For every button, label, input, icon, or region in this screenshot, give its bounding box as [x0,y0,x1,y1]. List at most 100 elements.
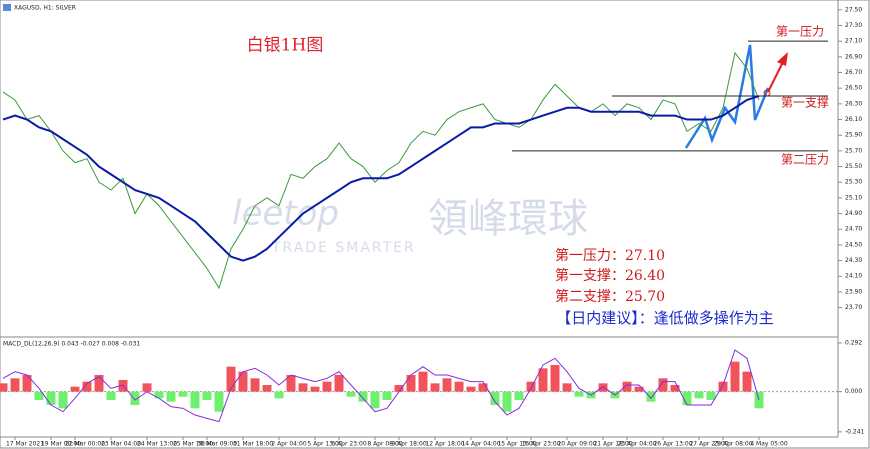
level-label: 第二压力 [781,153,829,167]
macd-bar [406,375,416,392]
level-label: 第一支撑 [781,95,829,110]
macd-bar [358,391,368,402]
macd-bar [274,391,284,399]
macd-bar [22,375,32,392]
arrow-head [777,52,788,66]
note: 第二支撑：25.70 [555,288,665,305]
macd-bar [178,391,188,397]
y-tick-label: 26.70 [845,69,862,76]
macd-bar [574,391,584,397]
macd-bar [106,391,116,400]
macd-bar [430,383,440,392]
macd-bar [214,391,224,412]
macd-bar [166,391,176,402]
symbol-icon [3,4,11,11]
projection-arrow [767,61,784,93]
macd-bar [538,368,548,392]
macd-bar [70,386,80,392]
projection-path [684,44,770,149]
macd-bar [46,391,56,405]
macd-bar [322,381,332,392]
macd-bar [526,381,536,392]
macd-bar [694,391,704,399]
chart-title: 白银1H图 [247,36,324,56]
y-tick-label: 25.50 [845,163,862,170]
macd-bar [334,375,344,392]
macd-bar [466,386,476,392]
macd-bar [730,361,740,392]
y-tick-label: 23.70 [845,304,862,311]
macd-bar [478,383,488,392]
advice: 【日内建议】：逢低做多操作为主 [556,309,774,327]
macd-bar [262,385,272,392]
macd-bar [442,378,452,392]
x-tick-label: 12 Apr 18:00 [425,441,464,448]
macd-label: MACD_DL(12,26,9) 0.043 -0.027 0.008 -0.0… [3,341,140,348]
x-tick-label: 23 Apr 04:00 [617,441,656,448]
y-tick-label: 24.10 [845,273,862,280]
macd-bar [658,378,668,392]
macd-bar [142,383,152,392]
macd-bar [418,371,428,392]
macd-bar [562,383,572,392]
y-tick-label: 25.30 [845,179,862,186]
macd-bar [190,391,200,409]
y-tick-label: 25.90 [845,132,862,139]
x-tick-label: 8 Apr 08:00 [367,441,402,448]
macd-bar [226,366,236,392]
macd-bar [670,385,680,392]
level-label: 第一压力 [776,25,824,39]
y-tick-label: 25.70 [845,147,862,154]
macd-bar [598,383,608,392]
macd-bar [346,391,356,397]
macd-bar [286,375,296,392]
x-tick-label: 9 Apr 18:00 [391,441,426,448]
x-tick-label: 27 Apr 23:00 [689,441,728,448]
macd-bar [742,371,752,392]
macd-bar [646,391,656,402]
macd-bar [58,391,68,409]
x-tick-label: 14 Apr 04:00 [461,441,500,448]
macd-bar [0,383,8,392]
macd-bar [94,375,104,392]
macd-bar [490,391,500,405]
x-tick-label: 20 Apr 09:00 [557,441,596,448]
x-tick-label: 16 Apr 23:00 [521,441,560,448]
y-tick-label: 25.10 [845,194,862,201]
y-tick-label: 24.30 [845,257,862,264]
y-tick-label: 24.50 [845,241,862,248]
y-tick-label: 26.90 [845,53,862,60]
macd-bar [298,383,308,392]
x-tick-label: 17 Mar 2021 [6,441,44,448]
macd-bar [238,371,248,392]
price-line [2,95,760,262]
x-tick-label: 23 Mar 04:00 [101,441,141,448]
macd-bar [382,391,392,400]
x-tick-label: 5 Apr 13:00 [307,441,342,448]
x-tick-label: 22 Mar 00:00 [65,441,105,448]
macd-bar [154,391,164,399]
x-tick-label: 26 Apr 13:00 [653,441,692,448]
x-tick-label: 21 Apr 18:00 [593,441,632,448]
x-tick-label: 4 May 05:00 [750,441,788,448]
y-tick-label: 26.30 [845,100,862,107]
macd-bar [118,380,128,392]
macd-bar [202,391,212,400]
macd-bar [250,378,260,392]
macd-bar [394,385,404,392]
watermark: leetop 領峰環球 TRADE SMARTER [232,194,588,257]
x-tick-label: 15 Apr 13:00 [497,441,536,448]
note: 第一支撑：26.40 [555,267,665,284]
macd-bar [310,386,320,392]
note: 第一压力：27.10 [555,247,665,264]
y-tick-label: 24.90 [845,210,862,217]
macd-line [2,349,760,423]
macd-bar [706,391,716,400]
watermark-cn: 領峰環球 [428,196,588,242]
x-tick-label: 6 Apr 23:00 [331,441,366,448]
y-tick-label: -0.241 [845,428,865,435]
symbol-label: XAGUSD, H1: SILVER [14,5,76,12]
x-tick-label: 30 Mar 09:00 [197,441,237,448]
